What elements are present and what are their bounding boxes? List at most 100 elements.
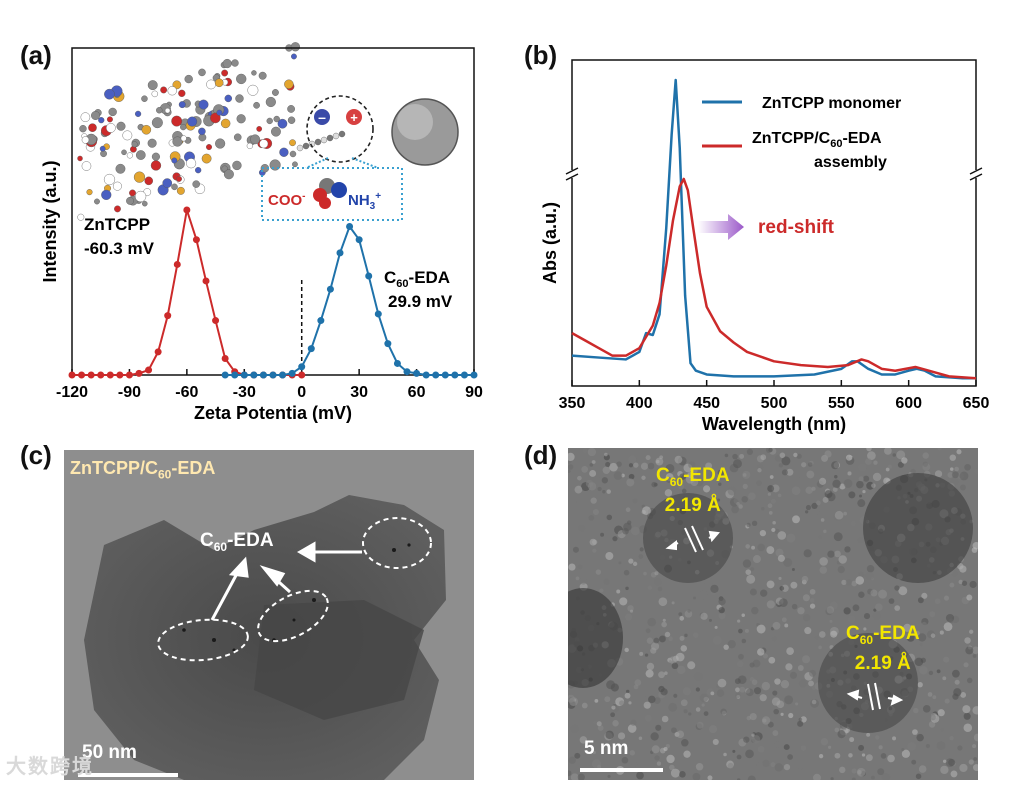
axis-break-mark: [565, 167, 579, 175]
x-tick-label: 550: [828, 395, 855, 412]
svg-text:NH3+: NH3+: [348, 191, 381, 212]
data-point: [183, 206, 191, 214]
data-point: [432, 371, 440, 379]
data-point: [97, 371, 105, 379]
x-tick-label: 450: [693, 395, 720, 412]
data-point: [68, 371, 76, 379]
axis-break-mark: [969, 167, 983, 175]
panel-label-c: (c): [20, 440, 52, 470]
data-point: [231, 371, 239, 379]
minus-icon: [314, 109, 330, 125]
data-point: [125, 371, 133, 379]
x-tick-label: 650: [963, 395, 990, 412]
data-point: [145, 366, 153, 374]
data-point: [106, 371, 114, 379]
x-tick-label: 30: [350, 384, 368, 401]
data-point: [413, 369, 421, 377]
tem-title: ZnTCPP/C60-EDA: [70, 458, 216, 482]
data-point: [460, 371, 468, 379]
data-point: [317, 317, 325, 325]
data-point: [154, 348, 162, 356]
data-point: [87, 371, 95, 379]
data-point: [374, 310, 382, 318]
x-tick-label: 0: [297, 384, 306, 401]
watermark: 大数跨境: [6, 756, 94, 778]
axis-break-gap: [567, 170, 577, 178]
red-shift-label: red-shift: [758, 217, 835, 238]
svg-text:–: –: [318, 109, 326, 125]
zntcpp-value: -60.3 mV: [84, 239, 155, 258]
data-point: [250, 371, 258, 379]
data-point: [164, 312, 172, 320]
data-point: [326, 285, 334, 293]
data-point: [221, 371, 229, 379]
red-shift-arrow: [698, 214, 744, 240]
x-tick-label: 400: [626, 395, 653, 412]
data-point: [279, 371, 287, 379]
x-tick-label: -30: [233, 384, 256, 401]
tem-image: ZnTCPP/C60-EDA C60-EDA 50 nm: [64, 450, 474, 780]
data-point: [451, 371, 459, 379]
hrtem-label-2: C60-EDA 2.19 Å: [846, 623, 920, 674]
plus-icon: [346, 109, 362, 125]
data-point: [269, 371, 277, 379]
data-point: [192, 236, 200, 244]
data-point: [135, 369, 143, 377]
svg-text:+: +: [350, 110, 358, 125]
legend-monomer: ZnTCPP monomer: [762, 95, 901, 112]
data-point: [212, 317, 220, 325]
data-point: [298, 363, 306, 371]
scalebar-label: 5 nm: [584, 738, 629, 759]
legend: ZnTCPP monomer ZnTCPP/C60-EDA assembly: [702, 95, 901, 171]
x-axis-label: Zeta Potentia (mV): [194, 403, 352, 423]
x-tick-label: 90: [465, 384, 483, 401]
legend-assembly-line2: assembly: [814, 154, 887, 171]
x-tick-label: 60: [408, 384, 426, 401]
x-tick-label: 350: [559, 395, 586, 412]
y-axis-label: Intensity (a.u.): [40, 160, 60, 282]
data-point: [336, 249, 344, 257]
panel-label-d: (d): [524, 440, 558, 470]
hrtem-label-1: C60-EDA 2.19 Å: [656, 465, 730, 516]
y-axis-label: Abs (a.u.): [540, 202, 560, 284]
data-point: [403, 368, 411, 376]
data-point: [240, 371, 248, 379]
c60-label: C60-EDA: [384, 268, 450, 290]
data-point: [365, 272, 373, 280]
molecule-illustration: – +: [77, 42, 459, 221]
panel-label-b: (b): [524, 40, 558, 70]
series-line-0: [72, 209, 302, 376]
svg-text:COO-: COO-: [268, 191, 306, 209]
axis-break-gap: [971, 170, 981, 178]
data-point: [393, 359, 401, 367]
data-point: [346, 223, 354, 230]
data-point: [116, 371, 124, 379]
panel-label-a: (a): [20, 40, 52, 70]
data-point: [470, 371, 478, 379]
series-line-1: [571, 177, 977, 380]
x-tick-label: 600: [895, 395, 922, 412]
data-point: [173, 260, 181, 268]
zntcpp-label: ZnTCPP: [84, 215, 150, 234]
absorbance-chart: 350 400 450 500 550 600 650 Wavelength (nm) Abs …: [540, 59, 990, 434]
c60-value: 29.9 mV: [388, 292, 453, 311]
zeta-potential-chart: – + COO- NH3+ ZnTCPP -60.3 mV C60-EDA 29…: [40, 42, 483, 423]
x-tick-label: -60: [175, 384, 198, 401]
data-point: [78, 371, 86, 379]
axis-break-mark: [969, 173, 983, 181]
data-point: [441, 371, 449, 379]
scalebar-label: 50 nm: [82, 742, 137, 763]
data-point: [298, 371, 306, 379]
c60-eda-label: C60-EDA: [200, 530, 274, 554]
data-point: [221, 355, 229, 362]
data-point: [202, 277, 210, 285]
x-tick-label: 500: [761, 395, 788, 412]
data-point: [422, 371, 430, 379]
legend-assembly-line1: ZnTCPP/C60-EDA: [752, 130, 882, 150]
x-tick-label: -120: [56, 384, 88, 401]
hrtem-image: C60-EDA 2.19 Å C60-EDA 2.19 Å 5 nm: [568, 448, 978, 780]
data-point: [384, 340, 392, 348]
plot-frame: [71, 47, 475, 376]
data-point: [355, 236, 363, 244]
data-point: [288, 369, 296, 377]
